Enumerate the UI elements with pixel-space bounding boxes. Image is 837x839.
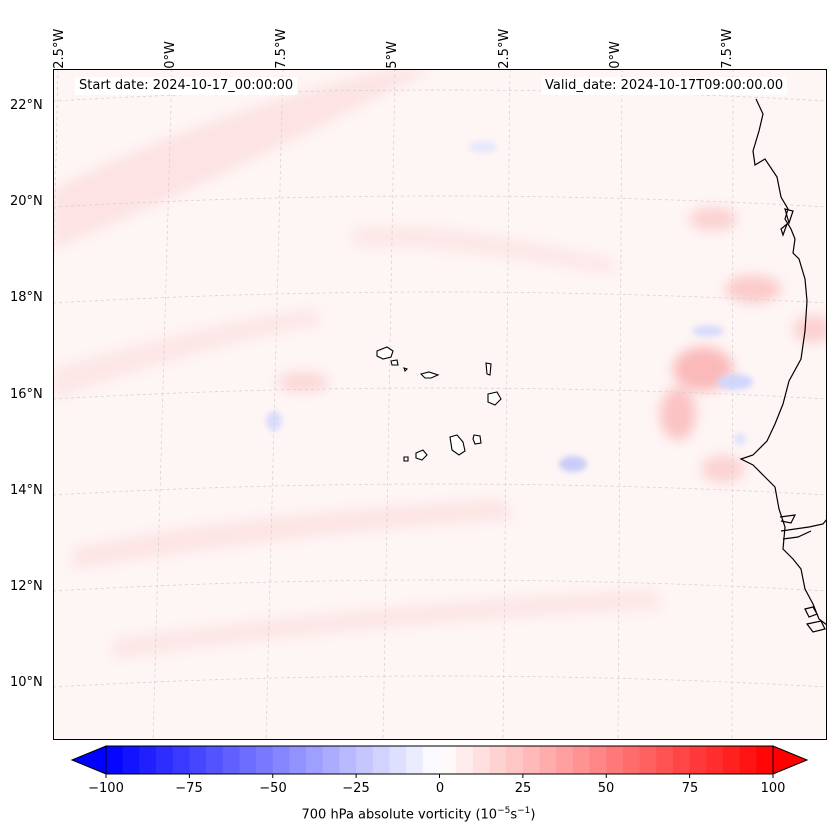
vorticity-band [53, 69, 433, 249]
colorbar-cell [606, 746, 624, 774]
vorticity-band [73, 499, 513, 569]
lat-label-18n: 18°N [10, 290, 43, 305]
colorbar-tick-label: −50 [259, 781, 287, 796]
colorbar-cell [122, 746, 140, 774]
colorbar-tick-label: −25 [342, 781, 370, 796]
colorbar-cell [589, 746, 607, 774]
colorbar-cell [256, 746, 274, 774]
colorbar-cell [106, 746, 124, 774]
colorbar-tick-label: 25 [514, 781, 532, 796]
colorbar-tick-label: 50 [597, 781, 615, 796]
colorbar-cell [372, 746, 390, 774]
west-africa-coastline [739, 98, 827, 633]
vorticity-max [793, 315, 827, 343]
colorbar-cell [139, 746, 157, 774]
colorbar-cell [506, 746, 524, 774]
vorticity-min [717, 374, 753, 390]
colorbar-cell [322, 746, 340, 774]
island-santiago [449, 434, 466, 456]
start-date-label: Start date: 2024-10-17_00:00:00 [75, 77, 298, 95]
colorbar-tick-label: 100 [760, 781, 786, 796]
colorbar-cell [422, 746, 440, 774]
vorticity-field [53, 69, 827, 659]
lat-label-14n: 14°N [10, 483, 43, 498]
island-fogo [415, 449, 428, 461]
colorbar-cell [389, 746, 407, 774]
vorticity-max [689, 207, 737, 231]
colorbar-cell [272, 746, 290, 774]
vorticity-band [53, 309, 323, 399]
gridlines [53, 69, 827, 740]
colorbar-title: 700 hPa absolute vorticity (10−5s−1) [301, 806, 536, 823]
colorbar-cell [289, 746, 307, 774]
colorbar-cell [306, 746, 324, 774]
island-maio [472, 434, 482, 445]
colorbar-tick-marks [105, 774, 774, 778]
colorbar-cell [439, 746, 457, 774]
colorbar-cell [722, 746, 741, 774]
vorticity-min [559, 456, 587, 472]
vorticity-map [53, 69, 827, 740]
vorticity-band [113, 589, 663, 659]
colorbar-cell [556, 746, 574, 774]
colorbar-cell [339, 746, 357, 774]
colorbar-tick-label: 0 [435, 781, 445, 796]
colorbar-cell [222, 746, 240, 774]
cape-verde-islands [376, 346, 502, 462]
colorbar-cell [706, 746, 724, 774]
lat-label-10n: 10°N [10, 675, 43, 690]
vorticity-max [725, 275, 781, 303]
island-sal [485, 362, 492, 376]
colorbar-cell [356, 746, 374, 774]
colorbar-cell [156, 746, 174, 774]
vorticity-max [277, 372, 329, 392]
vorticity-band [353, 226, 613, 274]
island-boa-vista [487, 391, 502, 406]
island-sao-nicolau [419, 371, 440, 379]
colorbar-cell [189, 746, 207, 774]
valid-date-label: Valid_date: 2024-10-17T09:00:00.00 [541, 77, 788, 95]
colorbar-cell [522, 746, 540, 774]
lat-label-20n: 20°N [10, 194, 43, 209]
colorbar-cell [489, 746, 507, 774]
colorbar-tick-label: −75 [175, 781, 203, 796]
colorbar-cell [172, 746, 190, 774]
colorbar-cell [206, 746, 224, 774]
colorbar-cell [472, 746, 490, 774]
map-border [53, 69, 827, 740]
vorticity-max [660, 388, 696, 440]
lat-label-22n: 22°N [10, 98, 43, 113]
colorbar-low-extension [70, 745, 107, 775]
colorbar-cell [456, 746, 474, 774]
colorbar-high-extension [772, 745, 809, 775]
colorbar-cell [239, 746, 257, 774]
colorbar-cell [622, 746, 640, 774]
colorbar [70, 745, 809, 778]
colorbar-cell [572, 746, 590, 774]
lat-label-16n: 16°N [10, 387, 43, 402]
colorbar-tick-label: 75 [681, 781, 699, 796]
colorbar-tick-label: −100 [88, 781, 124, 796]
island-santo-antao [376, 346, 394, 360]
colorbar-cell [639, 746, 657, 774]
vorticity-min [734, 433, 746, 445]
island-santa-luzia [403, 367, 409, 373]
vorticity-min [469, 141, 497, 153]
island-sao-vicente [390, 359, 399, 366]
colorbar-cell [689, 746, 707, 774]
vorticity-max [701, 455, 745, 483]
vorticity-min [692, 325, 724, 337]
colorbar-cell [656, 746, 674, 774]
colorbar-cell [539, 746, 557, 774]
negative-vorticity [266, 141, 753, 472]
colorbar-cells [106, 746, 774, 774]
island-brava [403, 456, 409, 462]
vorticity-min [266, 411, 282, 431]
colorbar-cell [406, 746, 424, 774]
colorbar-cell [672, 746, 691, 774]
colorbar-cell [756, 746, 774, 774]
colorbar-cell [739, 746, 757, 774]
lat-label-12n: 12°N [10, 579, 43, 594]
